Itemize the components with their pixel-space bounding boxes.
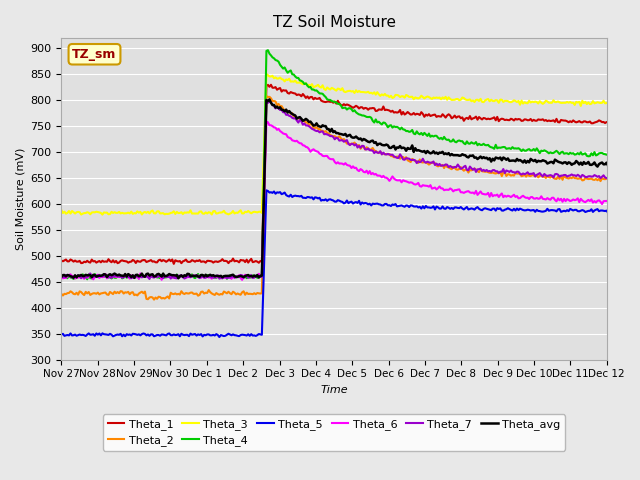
Theta_avg	[475, 155, 483, 161]
Theta_3	[637, 99, 640, 105]
Line: Theta_3: Theta_3	[61, 74, 640, 215]
Theta_7	[639, 175, 640, 180]
Theta_3	[262, 71, 270, 77]
Theta_2	[637, 178, 640, 184]
Text: TZ_sm: TZ_sm	[72, 48, 116, 61]
Theta_avg	[77, 272, 85, 278]
Theta_6	[77, 274, 85, 280]
Theta_2	[639, 178, 640, 183]
Legend: Theta_1, Theta_2, Theta_3, Theta_4, Theta_5, Theta_6, Theta_7, Theta_avg: Theta_1, Theta_2, Theta_3, Theta_4, Thet…	[103, 414, 565, 451]
Theta_3	[58, 207, 65, 213]
Theta_3	[99, 212, 106, 217]
Theta_3	[95, 210, 103, 216]
Theta_2	[262, 93, 270, 99]
Line: Theta_7: Theta_7	[61, 100, 640, 279]
Theta_2	[360, 144, 367, 150]
Theta_avg	[58, 274, 65, 280]
Theta_7	[95, 272, 103, 278]
Theta_6	[262, 119, 270, 124]
Theta_avg	[562, 159, 570, 165]
Theta_4	[475, 141, 483, 147]
Theta_6	[58, 273, 65, 279]
Theta_3	[639, 101, 640, 107]
Theta_avg	[637, 161, 640, 167]
Theta_4	[639, 155, 640, 160]
Theta_3	[77, 212, 85, 217]
Theta_6	[562, 198, 570, 204]
Line: Theta_1: Theta_1	[61, 85, 640, 264]
Theta_5	[95, 331, 103, 336]
Theta_7	[77, 276, 85, 281]
Theta_4	[83, 276, 91, 282]
Theta_3	[475, 98, 483, 104]
Theta_4	[77, 275, 85, 280]
Theta_7	[58, 273, 65, 279]
Line: Theta_2: Theta_2	[61, 96, 640, 300]
Theta_2	[475, 169, 483, 175]
Theta_7	[562, 172, 570, 178]
Theta_7	[475, 166, 483, 172]
Theta_1	[77, 260, 85, 266]
Theta_1	[639, 120, 640, 126]
Theta_4	[58, 274, 65, 279]
Theta_1	[95, 258, 103, 264]
Line: Theta_6: Theta_6	[61, 121, 640, 280]
Theta_6	[639, 199, 640, 205]
Theta_7	[360, 143, 367, 149]
Theta_5	[77, 332, 85, 338]
Theta_2	[77, 289, 85, 295]
Theta_5	[637, 207, 640, 213]
Theta_5	[475, 206, 483, 212]
Theta_avg	[639, 162, 640, 168]
Theta_6	[360, 169, 367, 175]
Theta_4	[97, 273, 105, 279]
Theta_3	[360, 89, 367, 95]
Theta_2	[562, 175, 570, 180]
Theta_1	[475, 114, 483, 120]
Theta_1	[58, 258, 65, 264]
Theta_6	[95, 275, 103, 281]
Theta_4	[264, 48, 272, 53]
Theta_5	[58, 332, 65, 337]
Theta_1	[267, 82, 275, 88]
Theta_3	[562, 100, 570, 106]
Theta_1	[360, 106, 367, 112]
X-axis label: Time: Time	[320, 385, 348, 395]
Theta_1	[637, 120, 640, 126]
Line: Theta_4: Theta_4	[61, 50, 640, 279]
Theta_5	[216, 334, 223, 340]
Theta_6	[637, 200, 640, 206]
Theta_6	[475, 190, 483, 196]
Theta_avg	[95, 273, 103, 278]
Theta_avg	[266, 96, 273, 102]
Theta_7	[146, 276, 154, 282]
Theta_6	[238, 277, 246, 283]
Theta_7	[637, 177, 640, 182]
Theta_5	[562, 208, 570, 214]
Theta_2	[95, 291, 103, 297]
Theta_avg	[360, 136, 367, 142]
Theta_5	[639, 208, 640, 214]
Theta_5	[360, 201, 367, 206]
Theta_4	[360, 113, 367, 119]
Line: Theta_5: Theta_5	[61, 191, 640, 337]
Title: TZ Soil Moisture: TZ Soil Moisture	[273, 15, 396, 30]
Theta_7	[262, 97, 270, 103]
Line: Theta_avg: Theta_avg	[61, 99, 640, 278]
Theta_avg	[175, 276, 182, 281]
Y-axis label: Soil Moisture (mV): Soil Moisture (mV)	[15, 148, 25, 250]
Theta_2	[58, 291, 65, 297]
Theta_1	[170, 261, 178, 267]
Theta_5	[262, 188, 270, 193]
Theta_1	[562, 118, 570, 123]
Theta_4	[637, 154, 640, 160]
Theta_2	[150, 297, 158, 302]
Theta_4	[562, 150, 570, 156]
